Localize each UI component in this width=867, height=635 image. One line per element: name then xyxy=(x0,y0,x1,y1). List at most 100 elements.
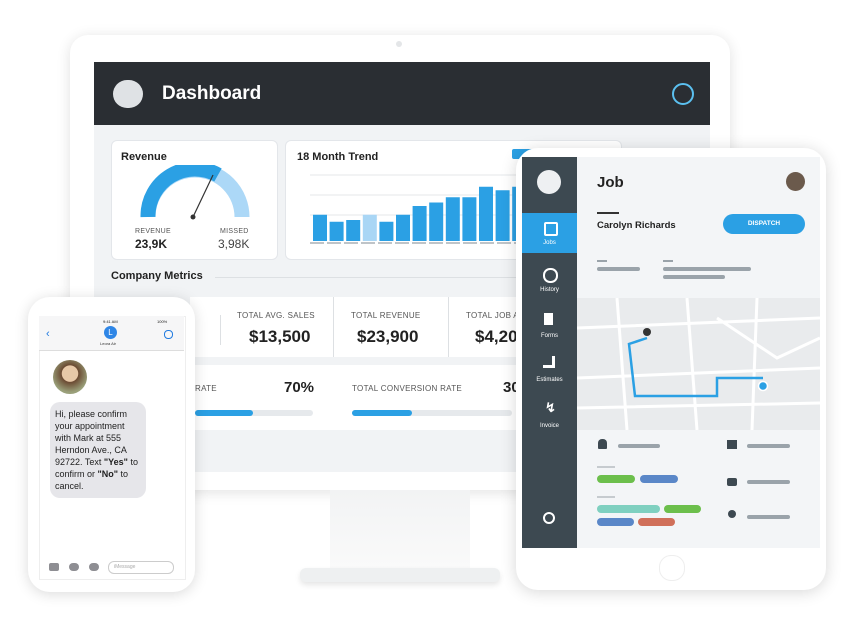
logo xyxy=(113,80,143,108)
home-button[interactable] xyxy=(659,555,685,581)
tag xyxy=(638,518,675,526)
rate-label: RATE xyxy=(195,384,217,393)
rate-value: 30 xyxy=(503,379,520,396)
gauge-fill xyxy=(140,165,222,218)
tag xyxy=(597,518,634,526)
nav-label[interactable]: Invoice xyxy=(539,423,559,429)
divider xyxy=(220,315,221,345)
input-placeholder: iMessage xyxy=(114,564,136,570)
divider xyxy=(215,277,615,278)
message-input[interactable] xyxy=(108,561,174,574)
nav-icon[interactable]: ↯ xyxy=(545,400,556,415)
back-button[interactable]: ‹ xyxy=(46,328,50,340)
nav-label[interactable]: Estimates xyxy=(536,377,563,383)
rate-label: TOTAL CONVERSION RATE xyxy=(352,384,463,393)
nav-icon[interactable] xyxy=(543,268,558,283)
search-icon[interactable] xyxy=(543,512,555,524)
revenue-label: REVENUE xyxy=(135,228,171,235)
tablet-title: Job xyxy=(597,174,624,191)
gauge xyxy=(140,165,250,220)
message-bubble: Hi, please confirm your appointment with… xyxy=(50,402,146,498)
bar xyxy=(462,197,477,241)
dispatch-button[interactable]: DISPATCH xyxy=(723,214,805,234)
bar xyxy=(396,214,410,241)
placeholder xyxy=(597,496,615,498)
nav-label[interactable]: History xyxy=(540,287,559,293)
tag xyxy=(597,475,635,483)
audio-button[interactable] xyxy=(89,563,99,571)
placeholder xyxy=(597,267,640,271)
placeholder xyxy=(663,260,673,262)
progress-fill xyxy=(352,410,412,416)
message-text: to cancel. xyxy=(55,469,129,491)
contact-name: Leora Air xyxy=(100,341,117,346)
chat-icon xyxy=(727,440,737,449)
progress-track xyxy=(195,410,313,416)
bar xyxy=(362,214,377,241)
header xyxy=(94,62,710,125)
header-title: Dashboard xyxy=(162,83,262,104)
map-bg xyxy=(577,298,820,430)
status-battery: 100% xyxy=(157,319,168,324)
nav-icon[interactable] xyxy=(543,356,555,368)
bar xyxy=(412,206,427,241)
missed-label: MISSED xyxy=(220,228,249,235)
message-text: to confirm or xyxy=(55,457,138,479)
card-title: 18 Month Trend xyxy=(297,151,379,163)
metric-label: TOTAL REVENUE xyxy=(351,311,421,320)
bar xyxy=(313,214,327,241)
placeholder xyxy=(747,444,790,448)
bar xyxy=(445,197,460,241)
gauge-pivot xyxy=(190,214,196,220)
metric-label: TOTAL AVG. SALES xyxy=(237,311,315,320)
card-title: Revenue xyxy=(121,151,167,163)
rates-band xyxy=(190,365,530,430)
bar xyxy=(495,190,510,241)
sender-photo xyxy=(53,360,87,394)
streets xyxy=(577,298,820,430)
gauge-needle xyxy=(192,174,214,218)
divider xyxy=(333,297,334,357)
placeholder xyxy=(747,480,790,484)
revenue-card xyxy=(111,140,278,260)
customer-name: Carolyn Richards xyxy=(597,220,676,231)
placeholder xyxy=(663,275,725,279)
metric-value: $13,500 xyxy=(249,327,311,346)
contact-avatar[interactable]: L xyxy=(104,326,117,339)
camera xyxy=(396,41,402,47)
missed-value: 3,98K xyxy=(218,237,250,251)
metric-value: $4,20 xyxy=(475,327,518,346)
nav-label[interactable]: Jobs xyxy=(543,240,556,246)
stand-base xyxy=(300,568,500,582)
user-avatar[interactable] xyxy=(786,172,805,191)
placeholder xyxy=(747,515,790,519)
route-pin xyxy=(643,328,651,336)
placeholder xyxy=(597,260,607,262)
apps-button[interactable] xyxy=(69,563,79,571)
info-button[interactable] xyxy=(164,330,173,339)
divider xyxy=(448,297,449,357)
route-end xyxy=(757,380,769,392)
route xyxy=(627,336,763,398)
map xyxy=(577,298,820,430)
camera-button[interactable] xyxy=(49,563,59,571)
progress-track xyxy=(352,410,512,416)
nav-icon[interactable] xyxy=(544,313,553,325)
message-bold: "No" xyxy=(97,469,119,479)
message-bold: "Yes" xyxy=(103,457,128,467)
nav-label[interactable]: Forms xyxy=(541,333,558,339)
metrics-band xyxy=(190,297,530,357)
gauge-icon[interactable] xyxy=(672,83,694,105)
rate-value: 70% xyxy=(284,379,315,396)
nav-icon[interactable] xyxy=(544,222,558,236)
stand xyxy=(330,490,470,570)
bar xyxy=(329,221,344,241)
sidebar-logo xyxy=(537,170,561,194)
dash xyxy=(597,212,619,214)
status-time: 9:41 AM xyxy=(103,319,118,324)
bar xyxy=(379,221,394,241)
bell-icon xyxy=(598,439,607,449)
bar xyxy=(479,186,493,241)
metric-label: TOTAL JOB AV xyxy=(466,311,524,320)
placeholder xyxy=(618,444,660,448)
